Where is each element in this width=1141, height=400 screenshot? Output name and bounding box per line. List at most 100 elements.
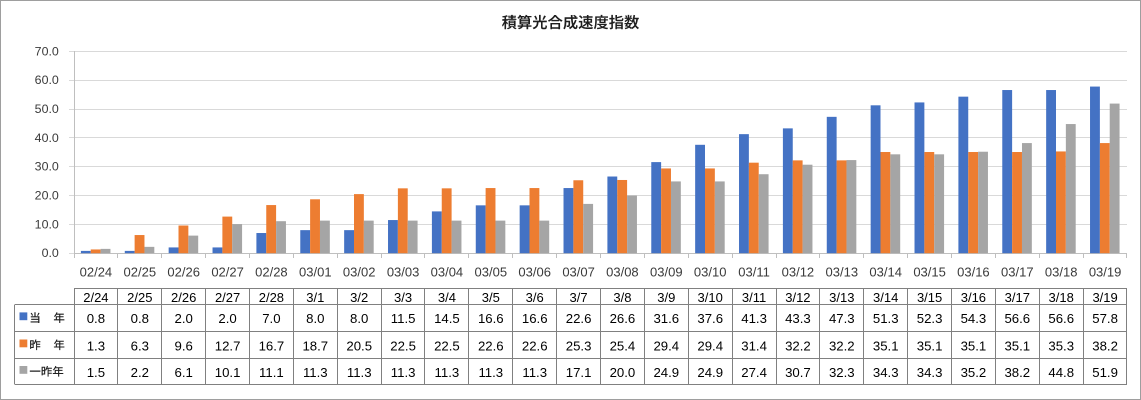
svg-text:03/13: 03/13 bbox=[826, 265, 859, 280]
svg-text:30.7: 30.7 bbox=[785, 365, 811, 380]
svg-text:03/15: 03/15 bbox=[913, 265, 946, 280]
svg-text:3/19: 3/19 bbox=[1092, 290, 1117, 305]
svg-text:3/2: 3/2 bbox=[350, 290, 368, 305]
svg-text:31.6: 31.6 bbox=[653, 311, 679, 326]
svg-text:29.4: 29.4 bbox=[653, 338, 679, 353]
svg-text:12.7: 12.7 bbox=[215, 338, 241, 353]
svg-text:11.5: 11.5 bbox=[391, 311, 416, 326]
svg-text:20.0: 20.0 bbox=[35, 189, 59, 203]
svg-text:2.0: 2.0 bbox=[175, 311, 193, 326]
svg-text:25.4: 25.4 bbox=[610, 338, 636, 353]
svg-text:3/12: 3/12 bbox=[785, 290, 810, 305]
svg-text:3/11: 3/11 bbox=[742, 290, 766, 305]
svg-text:2/25: 2/25 bbox=[127, 290, 152, 305]
svg-text:3/17: 3/17 bbox=[1005, 290, 1030, 305]
svg-text:50.0: 50.0 bbox=[35, 102, 59, 116]
svg-text:8.0: 8.0 bbox=[306, 311, 324, 326]
svg-text:35.3: 35.3 bbox=[1048, 338, 1074, 353]
svg-text:43.3: 43.3 bbox=[785, 311, 811, 326]
svg-text:1.3: 1.3 bbox=[87, 338, 105, 353]
svg-text:03/19: 03/19 bbox=[1089, 265, 1122, 280]
svg-text:03/16: 03/16 bbox=[957, 265, 990, 280]
svg-text:37.6: 37.6 bbox=[697, 311, 723, 326]
svg-text:32.2: 32.2 bbox=[829, 338, 855, 353]
svg-text:11.3: 11.3 bbox=[478, 365, 503, 380]
svg-text:6.1: 6.1 bbox=[175, 365, 193, 380]
svg-text:03/12: 03/12 bbox=[782, 265, 815, 280]
svg-text:16.6: 16.6 bbox=[522, 311, 548, 326]
svg-text:3/9: 3/9 bbox=[657, 290, 675, 305]
svg-text:03/18: 03/18 bbox=[1045, 265, 1078, 280]
svg-text:8.0: 8.0 bbox=[350, 311, 368, 326]
svg-text:11.3: 11.3 bbox=[303, 365, 328, 380]
svg-text:03/09: 03/09 bbox=[650, 265, 683, 280]
svg-text:9.6: 9.6 bbox=[175, 338, 193, 353]
svg-text:10.1: 10.1 bbox=[215, 365, 241, 380]
svg-text:3/1: 3/1 bbox=[306, 290, 324, 305]
svg-text:24.9: 24.9 bbox=[697, 365, 723, 380]
svg-text:51.3: 51.3 bbox=[873, 311, 899, 326]
svg-text:38.2: 38.2 bbox=[1004, 365, 1030, 380]
svg-text:26.6: 26.6 bbox=[610, 311, 636, 326]
svg-text:17.1: 17.1 bbox=[566, 365, 592, 380]
svg-text:11.3: 11.3 bbox=[347, 365, 372, 380]
svg-text:3/10: 3/10 bbox=[698, 290, 723, 305]
svg-text:3/7: 3/7 bbox=[570, 290, 588, 305]
svg-text:2/28: 2/28 bbox=[259, 290, 284, 305]
svg-text:60.0: 60.0 bbox=[35, 73, 59, 87]
svg-text:22.5: 22.5 bbox=[390, 338, 416, 353]
svg-text:40.0: 40.0 bbox=[35, 131, 59, 145]
svg-text:3/3: 3/3 bbox=[394, 290, 412, 305]
svg-text:47.3: 47.3 bbox=[829, 311, 855, 326]
svg-text:35.1: 35.1 bbox=[917, 338, 943, 353]
svg-text:14.5: 14.5 bbox=[434, 311, 460, 326]
svg-text:16.6: 16.6 bbox=[478, 311, 504, 326]
svg-text:03/17: 03/17 bbox=[1001, 265, 1034, 280]
svg-text:2/24: 2/24 bbox=[83, 290, 108, 305]
svg-text:0.0: 0.0 bbox=[42, 246, 59, 260]
svg-text:22.6: 22.6 bbox=[566, 311, 592, 326]
svg-text:35.1: 35.1 bbox=[961, 338, 987, 353]
svg-text:02/28: 02/28 bbox=[255, 265, 288, 280]
svg-text:03/03: 03/03 bbox=[387, 265, 420, 280]
svg-text:3/14: 3/14 bbox=[873, 290, 898, 305]
svg-text:51.9: 51.9 bbox=[1092, 365, 1118, 380]
svg-text:25.3: 25.3 bbox=[566, 338, 592, 353]
svg-text:3/4: 3/4 bbox=[438, 290, 456, 305]
svg-text:11.3: 11.3 bbox=[391, 365, 416, 380]
svg-text:10.0: 10.0 bbox=[35, 217, 59, 231]
svg-text:03/10: 03/10 bbox=[694, 265, 727, 280]
svg-text:11.1: 11.1 bbox=[259, 365, 284, 380]
svg-text:20.5: 20.5 bbox=[346, 338, 372, 353]
svg-text:0.8: 0.8 bbox=[131, 311, 149, 326]
svg-text:03/04: 03/04 bbox=[431, 265, 464, 280]
svg-text:56.6: 56.6 bbox=[1004, 311, 1030, 326]
svg-text:54.3: 54.3 bbox=[961, 311, 987, 326]
svg-text:02/25: 02/25 bbox=[124, 265, 157, 280]
svg-text:22.6: 22.6 bbox=[522, 338, 548, 353]
svg-text:35.1: 35.1 bbox=[1004, 338, 1030, 353]
svg-text:57.8: 57.8 bbox=[1092, 311, 1118, 326]
svg-text:02/27: 02/27 bbox=[211, 265, 244, 280]
svg-text:1.5: 1.5 bbox=[87, 365, 105, 380]
svg-text:32.3: 32.3 bbox=[829, 365, 855, 380]
svg-text:2/27: 2/27 bbox=[215, 290, 240, 305]
svg-text:2/26: 2/26 bbox=[171, 290, 196, 305]
svg-text:32.2: 32.2 bbox=[785, 338, 811, 353]
svg-text:3/16: 3/16 bbox=[961, 290, 986, 305]
svg-text:34.3: 34.3 bbox=[873, 365, 899, 380]
svg-text:24.9: 24.9 bbox=[653, 365, 679, 380]
svg-text:03/08: 03/08 bbox=[606, 265, 639, 280]
svg-text:30.0: 30.0 bbox=[35, 160, 59, 174]
svg-text:31.4: 31.4 bbox=[741, 338, 767, 353]
svg-text:3/6: 3/6 bbox=[526, 290, 544, 305]
svg-text:03/06: 03/06 bbox=[518, 265, 551, 280]
svg-text:16.7: 16.7 bbox=[259, 338, 285, 353]
svg-text:11.3: 11.3 bbox=[435, 365, 460, 380]
svg-text:20.0: 20.0 bbox=[610, 365, 636, 380]
svg-text:29.4: 29.4 bbox=[697, 338, 723, 353]
svg-text:22.5: 22.5 bbox=[434, 338, 460, 353]
svg-text:03/07: 03/07 bbox=[562, 265, 595, 280]
svg-text:38.2: 38.2 bbox=[1092, 338, 1118, 353]
svg-text:35.1: 35.1 bbox=[873, 338, 899, 353]
